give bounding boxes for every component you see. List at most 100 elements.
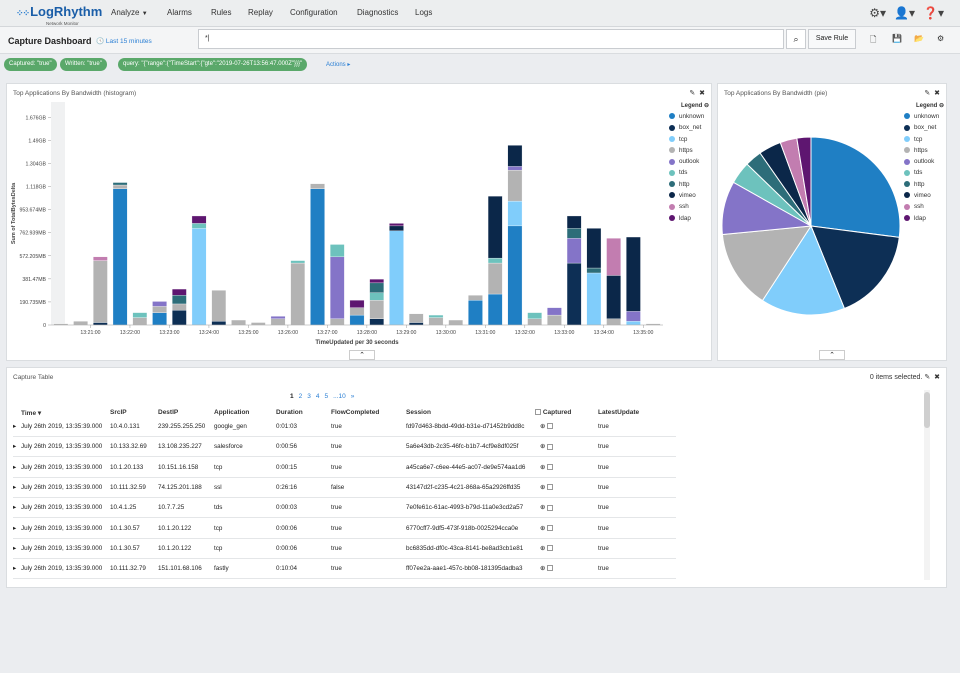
- col-session[interactable]: Session: [406, 409, 431, 416]
- table-row[interactable]: ▸ July 26th 2019, 13:35:39.000 10.111.32.5…: [7, 477, 687, 497]
- add-icon[interactable]: ⊕: [540, 544, 548, 552]
- table-row[interactable]: ▸ July 26th 2019, 13:35:39.000 10.4.1.25 10…: [7, 497, 687, 517]
- actions-menu[interactable]: Actions ▸: [326, 61, 350, 68]
- bar-https[interactable]: [487, 262, 503, 295]
- histogram-legend-item-outlook[interactable]: outlook: [669, 156, 709, 167]
- bar-http[interactable]: [172, 295, 187, 305]
- col-captured[interactable]: Captured: [535, 409, 571, 416]
- page-4[interactable]: 4: [315, 393, 320, 400]
- row-checkbox[interactable]: [547, 484, 554, 491]
- bar-ssh[interactable]: [93, 256, 108, 261]
- bar-ldap[interactable]: [389, 223, 404, 227]
- bar-https[interactable]: [369, 300, 384, 319]
- edit-icon[interactable]: ✎: [689, 90, 696, 97]
- pie-legend-item-tds[interactable]: tds: [904, 167, 944, 178]
- table-row[interactable]: ▸ July 26th 2019, 13:35:39.000 10.1.30.57 1…: [7, 518, 687, 538]
- close-icon[interactable]: ✖: [934, 374, 940, 381]
- pie-slice-tcp[interactable]: [761, 224, 846, 316]
- col-destip[interactable]: DestIP: [158, 409, 179, 416]
- bar-ldap[interactable]: [191, 215, 207, 224]
- col-duration[interactable]: Duration: [276, 409, 303, 416]
- row-checkbox[interactable]: [547, 545, 554, 552]
- bar-tcp[interactable]: [626, 321, 641, 326]
- histogram-legend-item-https[interactable]: https: [669, 145, 709, 156]
- expand-row-icon[interactable]: ▸: [13, 443, 17, 451]
- select-all-checkbox[interactable]: [535, 409, 541, 416]
- search-button[interactable]: ⌕: [786, 29, 806, 49]
- histogram-legend-item-box_net[interactable]: box_net: [669, 122, 709, 133]
- histogram-legend-item-unknown[interactable]: unknown: [669, 111, 709, 122]
- bar-outlook[interactable]: [626, 311, 641, 322]
- bar-https[interactable]: [211, 290, 227, 322]
- nav-analyze[interactable]: Analyze ▼: [111, 8, 148, 17]
- bar-vimeo[interactable]: [626, 236, 641, 312]
- page-next[interactable]: »: [350, 393, 355, 400]
- bar-tds[interactable]: [487, 257, 503, 264]
- add-icon[interactable]: ⊕: [540, 483, 548, 491]
- expand-row-icon[interactable]: ▸: [13, 463, 17, 471]
- bar-ssh[interactable]: [606, 238, 621, 276]
- nav-replay[interactable]: Replay: [248, 8, 273, 17]
- pie-legend-item-https[interactable]: https: [904, 145, 944, 156]
- open-folder-icon[interactable]: 📂: [914, 34, 924, 43]
- edit-icon[interactable]: ✎: [924, 90, 931, 97]
- bar-tcp[interactable]: [507, 200, 523, 227]
- nav-configuration[interactable]: Configuration: [290, 8, 338, 17]
- expand-row-icon[interactable]: ▸: [13, 423, 17, 430]
- bar-unknown[interactable]: [152, 312, 167, 326]
- legend-toggle-icon[interactable]: ⊖: [938, 103, 944, 109]
- nav-diagnostics[interactable]: Diagnostics: [357, 8, 399, 17]
- gear-icon[interactable]: ⚙: [937, 34, 945, 43]
- nav-rules[interactable]: Rules: [211, 8, 232, 17]
- bar-unknown[interactable]: [468, 300, 483, 326]
- time-range-picker[interactable]: 🕓 Last 15 minutes: [96, 37, 152, 45]
- col-srcip[interactable]: SrcIP: [110, 409, 127, 416]
- filter-pill-written[interactable]: Written: "true": [60, 58, 107, 71]
- row-checkbox[interactable]: [547, 504, 554, 511]
- pie-slice-unknown[interactable]: [810, 136, 901, 238]
- bar-https[interactable]: [527, 318, 542, 326]
- row-checkbox[interactable]: [547, 565, 554, 572]
- nav-logs[interactable]: Logs: [415, 8, 433, 17]
- scrollbar-thumb[interactable]: [924, 392, 930, 428]
- bar-tcp[interactable]: [586, 272, 602, 326]
- bar-tcp[interactable]: [389, 230, 404, 326]
- filter-pill-captured[interactable]: Captured: "true": [4, 58, 57, 71]
- expand-row-icon[interactable]: ▸: [13, 504, 17, 512]
- collapse-button[interactable]: ⌃: [349, 350, 375, 360]
- save-icon[interactable]: 💾: [892, 34, 902, 43]
- bar-https[interactable]: [349, 307, 365, 316]
- bar-outlook[interactable]: [330, 256, 345, 319]
- table-row[interactable]: ▸ July 26th 2019, 13:35:39.000 10.111.32.7…: [7, 558, 687, 578]
- close-icon[interactable]: ✖: [934, 90, 940, 97]
- row-checkbox[interactable]: [547, 524, 554, 531]
- expand-row-icon[interactable]: ▸: [13, 544, 17, 552]
- close-icon[interactable]: ✖: [699, 90, 705, 97]
- bar-tds[interactable]: [330, 244, 345, 258]
- bar-ldap[interactable]: [349, 300, 365, 308]
- table-row[interactable]: ▸ July 26th 2019, 13:35:39.000 10.4.0.131 2…: [7, 416, 687, 436]
- bar-tds[interactable]: [527, 312, 542, 319]
- bar-https[interactable]: [93, 260, 108, 323]
- search-input[interactable]: *|: [198, 29, 784, 49]
- pie-legend-item-box_net[interactable]: box_net: [904, 122, 944, 133]
- bar-https[interactable]: [290, 262, 306, 326]
- histogram-legend-item-ldap[interactable]: ldap: [669, 213, 709, 224]
- add-icon[interactable]: ⊕: [540, 565, 548, 573]
- col-application[interactable]: Application: [214, 409, 250, 416]
- bar-box_net[interactable]: [566, 262, 582, 326]
- histogram-legend-item-vimeo[interactable]: vimeo: [669, 190, 709, 201]
- page-1[interactable]: 1: [290, 393, 294, 400]
- bar-http[interactable]: [112, 182, 128, 186]
- histogram-legend-item-tds[interactable]: tds: [669, 167, 709, 178]
- bar-vimeo[interactable]: [606, 275, 621, 319]
- bar-vimeo[interactable]: [586, 228, 602, 269]
- pie-legend-item-ssh[interactable]: ssh: [904, 201, 944, 212]
- bar-tds[interactable]: [369, 292, 384, 301]
- table-row[interactable]: ▸ July 26th 2019, 13:35:39.000 10.133.32.6…: [7, 436, 687, 456]
- bar-vimeo[interactable]: [566, 215, 582, 229]
- scrollbar[interactable]: [924, 390, 930, 580]
- pie-legend-item-http[interactable]: http: [904, 179, 944, 190]
- col-flowcompleted[interactable]: FlowCompleted: [331, 409, 380, 416]
- bar-unknown[interactable]: [507, 225, 523, 326]
